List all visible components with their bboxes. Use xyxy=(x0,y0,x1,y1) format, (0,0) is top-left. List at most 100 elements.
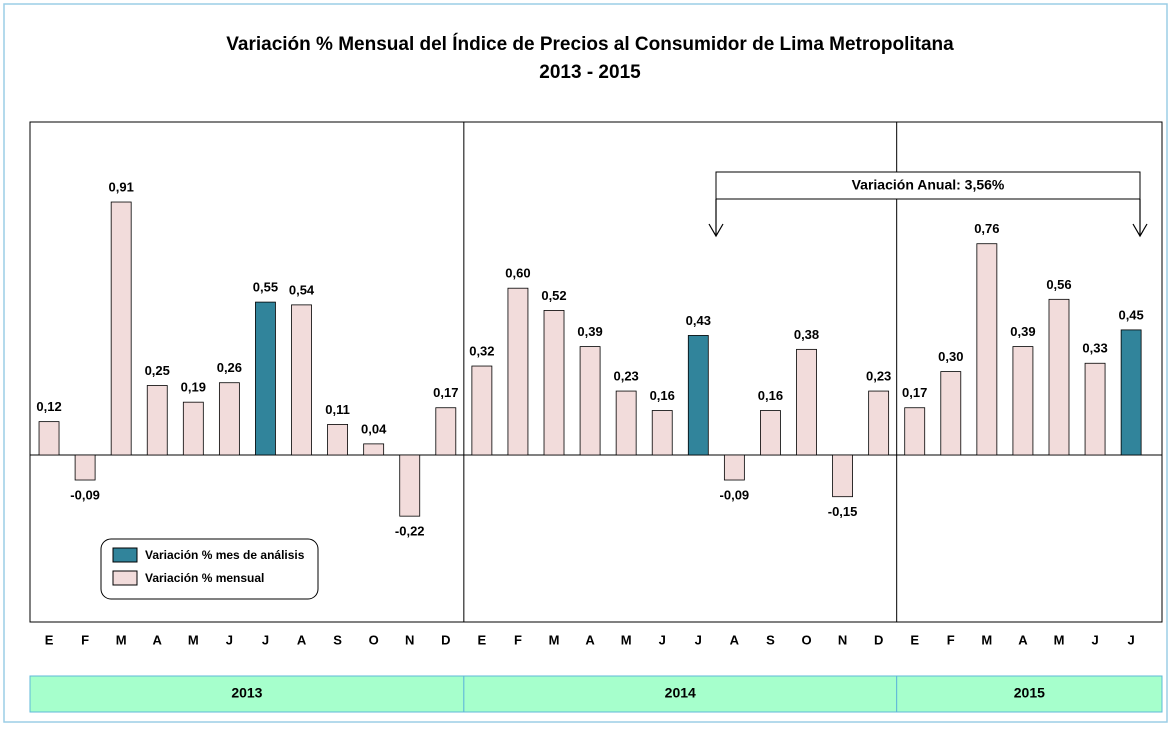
bar xyxy=(615,390,637,456)
bar xyxy=(471,365,493,456)
data-label: 0,17 xyxy=(433,385,458,400)
x-tick-label: J xyxy=(262,632,269,647)
x-tick-label: F xyxy=(81,632,89,647)
data-label: 0,23 xyxy=(613,368,638,383)
x-tick-label: E xyxy=(910,632,919,647)
bar xyxy=(327,424,348,456)
x-tick-label: M xyxy=(188,632,199,647)
legend-box xyxy=(100,538,319,600)
bar xyxy=(1048,298,1070,456)
bar xyxy=(399,454,421,517)
chart-title: Variación % Mensual del Índice de Precio… xyxy=(226,33,954,55)
annotation-text: Variación Anual: 3,56% xyxy=(852,177,1005,193)
data-label: 0,16 xyxy=(650,388,675,403)
data-label: 0,23 xyxy=(866,368,891,383)
data-label: 0,38 xyxy=(794,327,819,342)
data-label: 0,45 xyxy=(1118,307,1143,322)
bar xyxy=(182,401,204,456)
plot-area xyxy=(29,121,1163,623)
bar xyxy=(38,421,60,456)
data-label: -0,15 xyxy=(828,504,858,519)
x-tick-label: M xyxy=(549,632,560,647)
x-tick-label: S xyxy=(766,632,775,647)
annotation-arrows xyxy=(708,199,1148,238)
data-label: 0,43 xyxy=(686,313,711,328)
bar xyxy=(687,335,709,456)
legend: Variación % mes de análisis Variación % … xyxy=(100,538,319,600)
x-tick-label: J xyxy=(226,632,233,647)
bar xyxy=(796,348,817,456)
bar xyxy=(904,407,926,456)
x-tick-label: N xyxy=(405,632,414,647)
data-label: 0,04 xyxy=(361,421,387,436)
data-label: 0,39 xyxy=(1010,324,1035,339)
data-label: 0,19 xyxy=(181,380,206,395)
bar xyxy=(976,243,998,456)
data-label: 0,52 xyxy=(541,288,566,303)
data-label: 0,11 xyxy=(325,402,350,417)
bar xyxy=(543,310,565,456)
data-label: 0,54 xyxy=(289,282,315,297)
legend-swatch xyxy=(112,547,138,563)
bar xyxy=(291,304,312,456)
bar xyxy=(579,346,601,456)
data-label: 0,33 xyxy=(1082,341,1107,356)
bar xyxy=(1012,346,1034,456)
legend-label: Variación % mensual xyxy=(145,571,264,585)
x-tick-label: J xyxy=(1091,632,1098,647)
x-tick-label: A xyxy=(1018,632,1028,647)
x-tick-label: J xyxy=(695,632,702,647)
year-label: 2014 xyxy=(665,685,696,701)
x-tick-label: A xyxy=(585,632,595,647)
x-tick-label: E xyxy=(45,632,54,647)
bar xyxy=(832,454,853,498)
x-tick-label: A xyxy=(730,632,740,647)
year-band xyxy=(463,675,898,713)
data-label: 0,30 xyxy=(938,349,963,364)
x-tick-label: D xyxy=(441,632,450,647)
x-tick-label: M xyxy=(1054,632,1065,647)
legend-label: Variación % mes de análisis xyxy=(145,548,305,562)
legend-swatch xyxy=(112,570,138,586)
bar xyxy=(146,385,168,456)
bar xyxy=(435,407,457,456)
year-label: 2015 xyxy=(1014,685,1045,701)
data-label: 0,76 xyxy=(974,221,999,236)
x-tick-label: S xyxy=(333,632,342,647)
bar xyxy=(218,382,240,456)
data-label: 0,55 xyxy=(253,280,278,295)
bar xyxy=(760,410,781,456)
x-tick-label: O xyxy=(801,632,811,647)
x-tick-label: A xyxy=(297,632,307,647)
data-label: -0,09 xyxy=(70,487,100,502)
bar xyxy=(507,287,529,456)
bar xyxy=(255,301,276,456)
x-tick-label: M xyxy=(116,632,127,647)
x-tick-label: D xyxy=(874,632,883,647)
x-tick-label: O xyxy=(369,632,379,647)
year-label: 2013 xyxy=(231,685,262,701)
data-label: 0,60 xyxy=(505,266,530,281)
bar xyxy=(651,410,673,456)
data-label: 0,25 xyxy=(145,363,170,378)
bar xyxy=(940,371,962,456)
bar xyxy=(868,390,890,456)
x-tick-label: A xyxy=(153,632,163,647)
data-label: 0,91 xyxy=(109,179,134,194)
year-band xyxy=(896,675,1163,713)
x-tick-label: N xyxy=(838,632,847,647)
annotation-box xyxy=(715,171,1141,200)
x-tick-label: J xyxy=(659,632,666,647)
bar xyxy=(1120,329,1142,456)
bar xyxy=(110,201,132,456)
x-tick-label: E xyxy=(478,632,487,647)
x-tick-label: F xyxy=(514,632,522,647)
x-tick-label: F xyxy=(947,632,955,647)
x-tick-label: M xyxy=(621,632,632,647)
annotation: Variación Anual: 3,56% xyxy=(708,171,1148,238)
data-label: 0,56 xyxy=(1046,277,1071,292)
bar xyxy=(74,454,96,481)
bar xyxy=(363,443,385,456)
data-label: 0,17 xyxy=(902,385,927,400)
